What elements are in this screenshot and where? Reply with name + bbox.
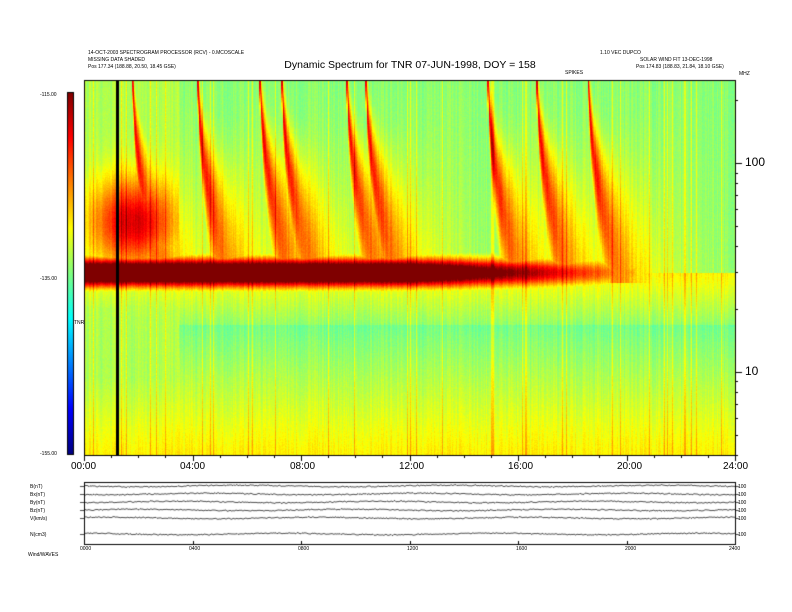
- panel-right-2: 100: [738, 500, 747, 506]
- y-tick-label-100: 100: [745, 155, 766, 169]
- header-left-line2: MISSING DATA SHADED: [88, 57, 146, 63]
- header-left-line1: 14-OCT-2003 SPECTROGRAM PROCESSOR (RCV) …: [88, 50, 245, 56]
- panel-x-tick-2: 0800: [298, 546, 310, 552]
- panel-label-2: By(nT): [30, 500, 45, 506]
- top-right-tick: MHZ: [739, 71, 750, 77]
- header-right-line1: 1.10 VEC DUPCO: [600, 50, 641, 56]
- panel-label-3: Bz(nT): [30, 508, 45, 514]
- panel-x-tick-3: 1200: [407, 546, 419, 552]
- panel-x-tick-6: 2400: [729, 546, 741, 552]
- x-tick-label-4: 16:00: [508, 461, 534, 472]
- x-tick-label-5: 20:00: [617, 461, 643, 472]
- x-tick-label-2: 08:00: [290, 461, 316, 472]
- x-tick-label-6: 24:00: [723, 461, 749, 472]
- panel-label-4: V(km/s): [30, 516, 48, 522]
- panel-right-5: 100: [738, 532, 747, 538]
- panel-label-5: N(cm3): [30, 532, 47, 538]
- chart-title: Dynamic Spectrum for TNR 07-JUN-1998, DO…: [284, 59, 536, 71]
- x-tick-label-3: 12:00: [399, 461, 425, 472]
- panel-x-tick-1: 0400: [189, 546, 201, 552]
- colorbar-max-label: -115.00: [40, 92, 57, 98]
- panel-label-1: Bx(nT): [30, 492, 45, 498]
- panel-right-3: 100: [738, 508, 747, 514]
- colorbar-label: TNR: [74, 320, 85, 326]
- panel-right-4: 100: [738, 516, 747, 522]
- header-right-line3: Pos 174.83 (188.83, 21.84, 18.10 GSE): [636, 64, 724, 70]
- colorbar-mid-label: -135.00: [40, 276, 57, 282]
- panel-right-0: 100: [738, 484, 747, 490]
- y-tick-label-10: 10: [745, 364, 759, 378]
- panel-right-1: 100: [738, 492, 747, 498]
- header-left-line3: Pos 177.34 (188.88, 20.50, 18.45 GSE): [88, 64, 176, 70]
- header-right-mid: SPIKES: [565, 70, 584, 76]
- x-tick-label-0: 00:00: [71, 461, 97, 472]
- panel-x-tick-5: 2000: [625, 546, 637, 552]
- panel-x-tick-0: 0000: [80, 546, 92, 552]
- panel-label-0: B(nT): [30, 484, 43, 490]
- header-right-line2: SOLAR WIND FIT 13-DEC-1998: [640, 57, 713, 63]
- colorbar-min-label: -155.00: [40, 451, 57, 457]
- x-tick-label-1: 04:00: [180, 461, 206, 472]
- footer-label: Wind/WAVES: [28, 552, 59, 558]
- panel-x-tick-4: 1600: [516, 546, 528, 552]
